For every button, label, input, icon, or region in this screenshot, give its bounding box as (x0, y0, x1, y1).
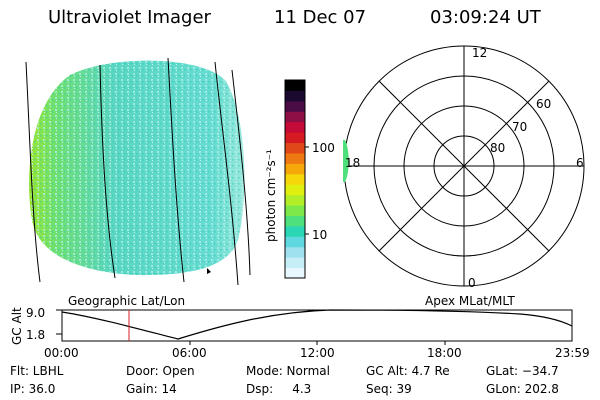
colorbar-tick-100: 100 (312, 141, 335, 155)
colorbar-band (285, 225, 305, 237)
polar-label-0: 0 (468, 276, 476, 290)
colorbar-band (285, 267, 305, 279)
orbit-xtick-0000: 00:00 (44, 346, 79, 360)
colorbar-tick-10: 10 (312, 228, 328, 242)
colorbar-band (285, 205, 305, 216)
colorbar-band (285, 90, 305, 102)
observation-date: 11 Dec 07 (274, 7, 367, 28)
colorbar-band (285, 215, 305, 227)
door-status: Door: Open (126, 364, 195, 378)
polar-label-60: 60 (536, 97, 552, 111)
colorbar-band (285, 194, 305, 206)
orbit-xtick-0600: 06:00 (172, 346, 207, 360)
geographic-grid-lines (25, 57, 251, 286)
colorbar-band (285, 173, 305, 185)
colorbar-band (285, 121, 305, 133)
orbit-altitude-curve (61, 309, 573, 340)
direction-marker (207, 268, 211, 274)
colorbar-band (285, 111, 305, 123)
polar-label-70: 70 (512, 120, 528, 134)
orbit-ytick-top: 9.0 (26, 306, 46, 320)
orbit-xtick-2359: 23:59 (555, 346, 590, 360)
uv-disk (29, 60, 245, 276)
orbit-xtick-1200: 12:00 (300, 346, 335, 360)
polar-aurora-sliver (343, 140, 349, 182)
colorbar-band (285, 236, 305, 248)
polar-label-80: 80 (490, 141, 506, 155)
dsp-status: Dsp: 4.3 (246, 382, 312, 396)
glon-status: GLon: 202.8 (486, 382, 559, 396)
colorbar-band (285, 142, 305, 154)
filter-status: Flt: LBHL (10, 364, 64, 378)
colorbar-band (285, 80, 305, 91)
gain-status: Gain: 14 (126, 382, 177, 396)
colorbar-band (285, 152, 305, 164)
orbit-left-caption: Geographic Lat/Lon (68, 294, 186, 308)
colorbar-band (285, 132, 305, 144)
mode-status: Mode: Normal (246, 364, 330, 378)
colorbar-band (285, 184, 305, 196)
polar-label-18: 18 (345, 156, 361, 170)
colorbar-band (285, 257, 305, 269)
colorbar-band (285, 100, 305, 112)
polar-label-6: 6 (576, 156, 584, 170)
orbit-ytick-bottom: 1.8 (26, 328, 46, 342)
orbit-frame (61, 309, 573, 342)
observation-time: 03:09:24 UT (430, 7, 541, 28)
glat-status: GLat: −34.7 (486, 364, 559, 378)
gc-alt-status: GC Alt: 4.7 Re (366, 364, 450, 378)
seq-status: Seq: 39 (366, 382, 412, 396)
orbit-xtick-1800: 18:00 (427, 346, 462, 360)
colorbar-band (285, 163, 305, 175)
colorbar-band (285, 246, 305, 258)
ip-status: IP: 36.0 (10, 382, 56, 396)
instrument-title: Ultraviolet Imager (48, 7, 211, 28)
polar-label-12: 12 (472, 46, 488, 60)
colorbar-scale (285, 80, 305, 279)
orbit-right-caption: Apex MLat/MLT (425, 294, 515, 308)
